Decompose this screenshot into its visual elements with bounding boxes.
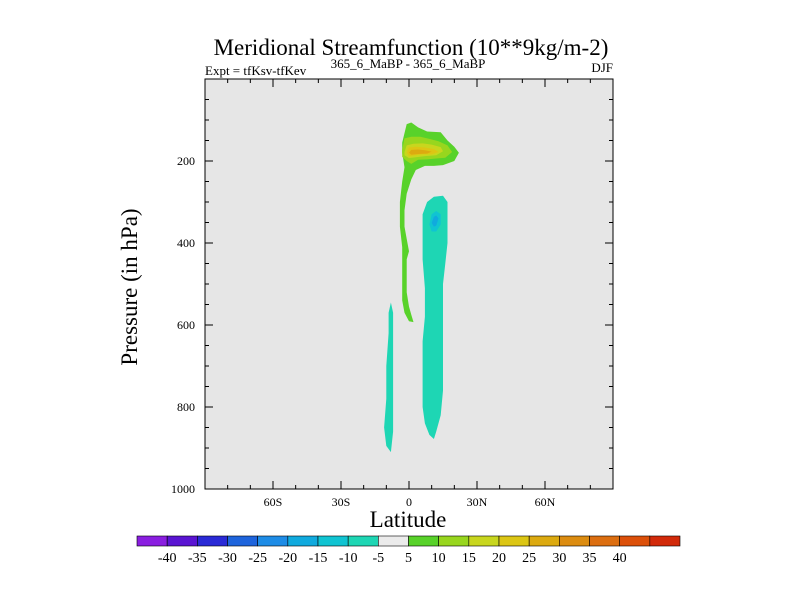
colorbar-swatch (649, 535, 681, 547)
contour-region-southern-negative-filament (384, 302, 394, 453)
colorbar-swatch (227, 535, 258, 547)
y-tick-label: 200 (177, 154, 195, 168)
x-tick-label: 60N (535, 495, 556, 509)
colorbar-label: -40 (158, 551, 177, 566)
chart-title: Meridional Streamfunction (10**9kg/m-2) (214, 35, 609, 60)
colorbar-label: 25 (522, 551, 536, 566)
x-tick-label: 0 (406, 495, 412, 509)
colorbar-swatch (528, 535, 560, 547)
x-tick-label: 30S (332, 495, 351, 509)
chart-subtitle-left: Expt = tfKsv-tfKev (205, 63, 307, 78)
colorbar-label: -15 (309, 551, 328, 566)
y-tick-label: 1000 (171, 482, 195, 496)
colorbar-label: 15 (462, 551, 476, 566)
colorbar-label: -25 (248, 551, 267, 566)
colorbar-label: 30 (552, 551, 566, 566)
colorbar-swatch (166, 535, 198, 547)
colorbar-swatch (589, 535, 620, 547)
colorbar: -40 -35 -30 -25 -20 -15 -10 -5 5 10 15 20 25 30 35 40 (136, 535, 681, 566)
contour-region-lower-negative-cell (422, 195, 448, 439)
colorbar-label: -5 (372, 551, 384, 566)
chart-subtitle-right: DJF (591, 60, 613, 75)
colorbar-swatch (378, 535, 409, 547)
x-axis-label: Latitude (370, 507, 447, 532)
colorbar-swatch (498, 535, 530, 547)
colorbar-swatch (136, 535, 168, 547)
colorbar-swatch (619, 535, 651, 547)
colorbar-label: -20 (278, 551, 297, 566)
contour-fill-layer (384, 122, 459, 453)
colorbar-label: 20 (492, 551, 506, 566)
colorbar-label: -35 (188, 551, 207, 566)
colorbar-swatch (438, 535, 470, 547)
contour-region-upper-positive-cell (409, 149, 432, 155)
colorbar-label: -10 (339, 551, 358, 566)
colorbar-swatch (197, 535, 228, 547)
y-axis-label: Pressure (in hPa) (117, 208, 142, 365)
y-tick-label: 800 (177, 400, 195, 414)
contour-region-lower-negative-cell (431, 215, 439, 227)
colorbar-label: -30 (218, 551, 237, 566)
colorbar-swatch (317, 535, 349, 547)
colorbar-swatch (257, 535, 289, 547)
chart-subtitle-center: 365_6_MaBP - 365_6_MaBP (331, 56, 486, 71)
contour-region-upper-positive-cell (399, 122, 459, 323)
x-tick-label: 60S (264, 495, 283, 509)
plot-frame (204, 78, 614, 490)
colorbar-label: 10 (432, 551, 446, 566)
x-tick-label: 30N (467, 495, 488, 509)
axis-ticks-layer: 60S 30S 0 30N 60N 200 400 600 800 1000 (171, 79, 613, 509)
colorbar-swatch (408, 535, 439, 547)
colorbar-label: 35 (583, 551, 597, 566)
colorbar-label: 40 (613, 551, 627, 566)
colorbar-swatch (468, 535, 500, 547)
y-tick-label: 600 (177, 318, 195, 332)
y-tick-label: 400 (177, 236, 195, 250)
colorbar-swatch (287, 535, 319, 547)
colorbar-label: 5 (405, 551, 412, 566)
colorbar-swatch (559, 535, 590, 547)
colorbar-swatch (347, 535, 379, 547)
